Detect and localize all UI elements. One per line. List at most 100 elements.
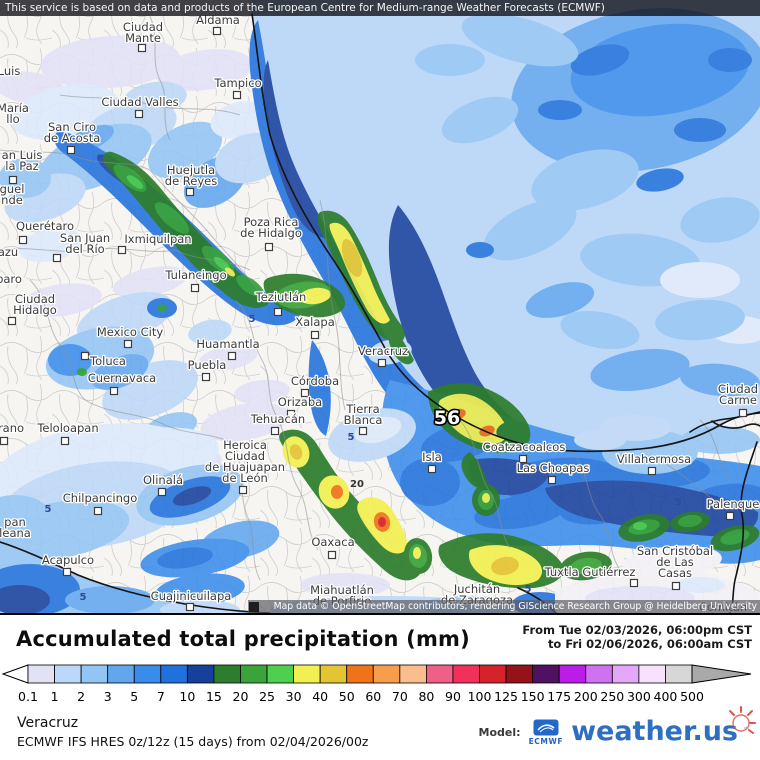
- city-marker: [286, 409, 296, 419]
- city-label: Mexico City: [97, 325, 164, 339]
- city-label: la Paz: [5, 159, 38, 173]
- legend-color-cell: [133, 664, 162, 684]
- city-label: Cuajinicuilapa: [151, 589, 232, 603]
- legend-color-cell: [372, 664, 401, 684]
- legend-color-cell: [293, 664, 321, 684]
- city-marker: [629, 578, 639, 588]
- city-marker: [137, 43, 147, 53]
- legend-color-cell: [611, 664, 640, 684]
- legend-tick-label: 60: [365, 689, 381, 704]
- city-marker: [238, 485, 248, 495]
- city-label: Isla: [422, 450, 442, 464]
- legend-color-cell: [558, 664, 587, 684]
- city-marker: [738, 408, 748, 418]
- city-label: Ciudad: [718, 382, 758, 396]
- city-label: Mante: [125, 31, 161, 45]
- city-label: Tulancingo: [164, 268, 226, 282]
- city-label: Carme: [719, 393, 757, 407]
- legend-arrow-left: [1, 664, 29, 684]
- city-label: Ciudad: [15, 292, 55, 306]
- legend-color-cell: [399, 664, 427, 684]
- city-marker: [201, 372, 211, 382]
- ecmwf-logo: ECMWF: [529, 719, 564, 746]
- city-label: Las Choapas: [517, 461, 590, 475]
- city-label: Coatzacoalcos: [483, 440, 566, 454]
- contour-label: 5: [80, 592, 87, 603]
- city-marker: [300, 388, 310, 398]
- city-label: Huamantla: [196, 337, 259, 351]
- contour-label: 5: [525, 584, 532, 595]
- city-label: de Reyes: [165, 174, 217, 188]
- city-label: San Juan: [60, 231, 110, 245]
- valid-to: to Fri 02/06/2026, 06:00am CST: [547, 637, 752, 651]
- city-label: Ciudad: [225, 449, 265, 463]
- city-label: de Huajuapan: [205, 460, 285, 474]
- legend-color-cell: [505, 664, 534, 684]
- city-label: Ciudad: [123, 20, 163, 34]
- city-label: Casas: [658, 566, 692, 580]
- city-marker: [270, 426, 280, 436]
- city-marker: [327, 550, 337, 560]
- city-label: Puebla: [188, 358, 227, 372]
- weather-us-logo[interactable]: weather.us ™: [571, 706, 756, 747]
- city-label: rano: [0, 421, 24, 435]
- giscience-logo-icon: [249, 601, 259, 612]
- city-label: paro: [0, 272, 22, 286]
- city-marker: [134, 109, 144, 119]
- legend-tick-label: 1: [51, 689, 59, 704]
- city-marker: [62, 567, 72, 577]
- city-marker: [264, 242, 274, 252]
- city-label: Cuernavaca: [88, 371, 156, 385]
- sun-icon: [726, 706, 756, 743]
- city-label: leana: [0, 526, 31, 540]
- city-label: Hidalgo: [13, 303, 57, 317]
- legend-tick-label: 30: [286, 689, 302, 704]
- city-label: Veracruz: [358, 344, 408, 358]
- legend-color-cell: [638, 664, 666, 684]
- legend-tick-label: 50: [339, 689, 355, 704]
- city-label: Tehuacán: [250, 412, 305, 426]
- city-label: Luis: [0, 64, 20, 78]
- city-label: Tierra: [345, 402, 379, 416]
- city-label: Chilpancingo: [63, 491, 138, 505]
- city-marker: [66, 145, 76, 155]
- attribution-text: Map data © OpenStreetMap contributors, r…: [273, 601, 757, 612]
- city-label: de Acosta: [44, 131, 101, 145]
- city-label: Teloloapan: [36, 421, 98, 435]
- legend-color-cell: [107, 664, 135, 684]
- city-label: San Ciro: [48, 120, 96, 134]
- legend-tick-label: 2: [77, 689, 85, 704]
- map-area[interactable]: Ciudad Mante Aldama Tampico Ciudad Valles San…: [0, 0, 760, 624]
- legend-color-cell: [532, 664, 560, 684]
- legend-tick-label: 500: [680, 689, 704, 704]
- city-marker: [427, 464, 437, 474]
- legend-title: Accumulated total precipitation (mm): [16, 627, 470, 651]
- city-marker: [273, 307, 283, 317]
- city-label: Orizaba: [278, 395, 322, 409]
- city-label: Xalapa: [295, 315, 335, 329]
- city-marker: [232, 90, 242, 100]
- city-label: azu: [0, 245, 18, 259]
- city-marker: [212, 26, 222, 36]
- legend-tick-label: 40: [312, 689, 328, 704]
- legend-color-cell: [160, 664, 188, 684]
- city-label: an Luis: [2, 148, 43, 162]
- legend-tick-label: 175: [547, 689, 571, 704]
- city-marker: [671, 581, 681, 591]
- legend-panel: Accumulated total precipitation (mm) Fro…: [0, 613, 760, 760]
- legend-color-cell: [27, 664, 55, 684]
- legend-color-cell: [452, 664, 480, 684]
- ecmwf-caption: ECMWF: [528, 736, 564, 746]
- city-label: de León: [222, 471, 268, 485]
- city-label: Toluca: [89, 354, 126, 368]
- legend-tick-label: 0.1: [18, 689, 38, 704]
- city-label: Olinalá: [143, 473, 183, 487]
- legend-tick-label: 7: [157, 689, 165, 704]
- legend-tick-label: 150: [521, 689, 545, 704]
- city-label: guel: [0, 182, 24, 196]
- city-label: Querétaro: [16, 219, 74, 233]
- city-marker: [8, 175, 18, 185]
- city-marker: [93, 506, 103, 516]
